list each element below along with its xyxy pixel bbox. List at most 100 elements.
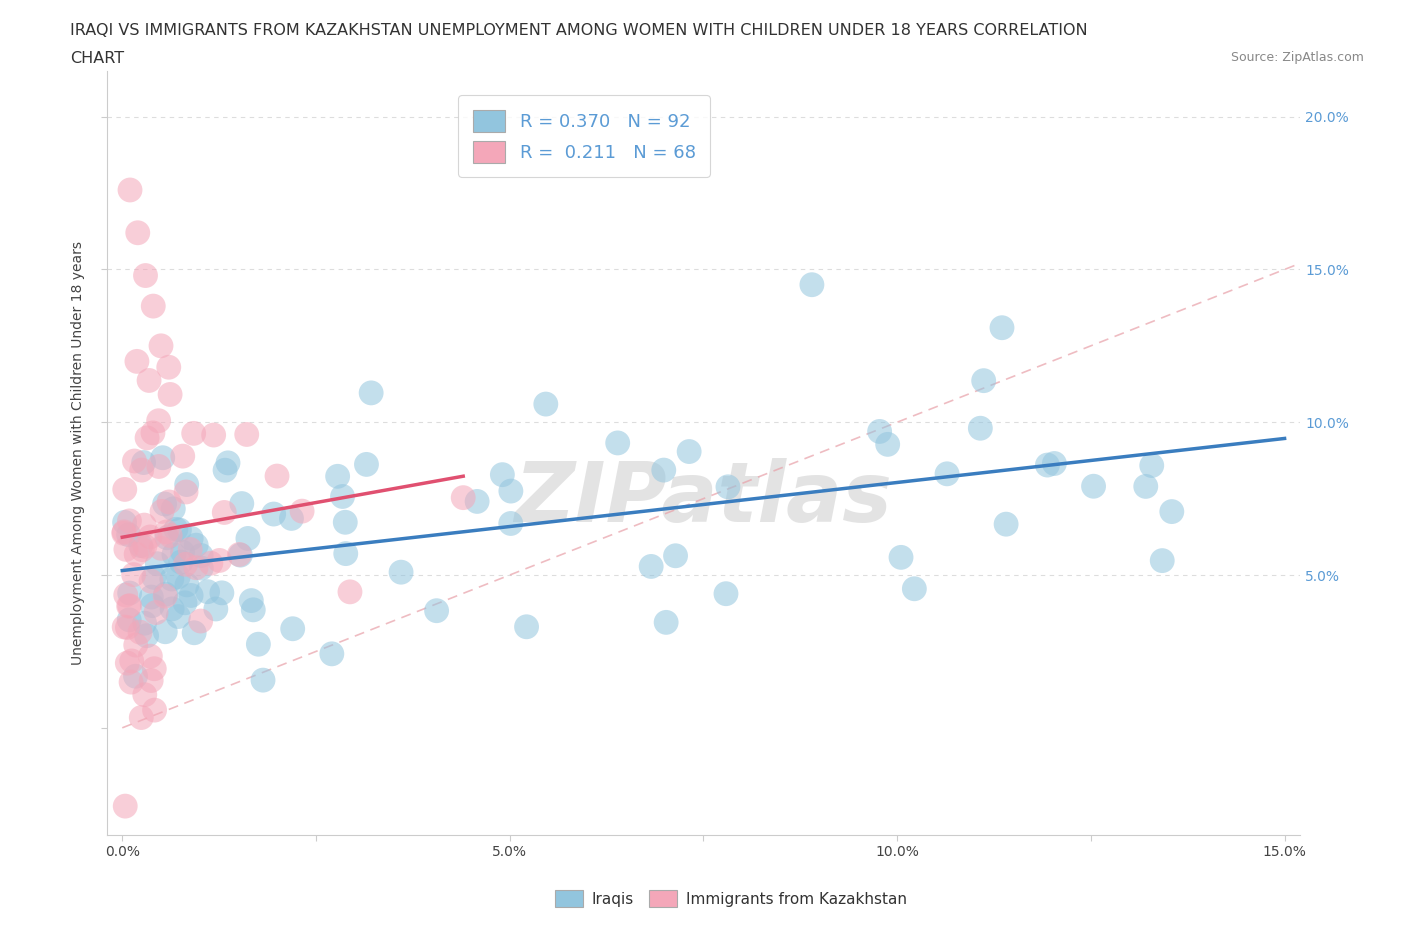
Point — [389, 565, 412, 579]
Point — [141, 598, 163, 613]
Point — [157, 495, 180, 510]
Point — [163, 547, 186, 562]
Point — [973, 373, 995, 388]
Point — [141, 673, 163, 688]
Point — [148, 413, 170, 428]
Point — [360, 385, 382, 400]
Point — [499, 516, 522, 531]
Point — [169, 523, 191, 538]
Point — [936, 466, 959, 481]
Point — [176, 477, 198, 492]
Point — [242, 603, 264, 618]
Point — [208, 553, 231, 568]
Point — [135, 629, 157, 644]
Y-axis label: Unemployment Among Women with Children Under 18 years: Unemployment Among Women with Children U… — [72, 241, 86, 665]
Point — [117, 656, 139, 671]
Point — [112, 525, 135, 539]
Point — [606, 435, 628, 450]
Legend: R = 0.370   N = 92, R =  0.211   N = 68: R = 0.370 N = 92, R = 0.211 N = 68 — [458, 95, 710, 177]
Point — [114, 588, 136, 603]
Text: ZIPatlas: ZIPatlas — [515, 458, 893, 539]
Point — [176, 578, 198, 592]
Point — [131, 542, 153, 557]
Point — [426, 604, 449, 618]
Point — [112, 525, 135, 540]
Point — [118, 598, 141, 613]
Point — [640, 559, 662, 574]
Point — [491, 467, 513, 482]
Point — [800, 277, 823, 292]
Point — [655, 615, 678, 630]
Point — [903, 581, 925, 596]
Point — [145, 605, 167, 620]
Point — [991, 320, 1014, 335]
Point — [356, 457, 378, 472]
Point — [134, 616, 156, 631]
Point — [339, 584, 361, 599]
Point — [869, 424, 891, 439]
Point — [451, 490, 474, 505]
Point — [190, 614, 212, 629]
Point — [118, 513, 141, 528]
Point — [170, 554, 193, 569]
Point — [127, 225, 149, 240]
Point — [280, 511, 302, 525]
Point — [214, 463, 236, 478]
Point — [263, 507, 285, 522]
Point — [139, 574, 162, 589]
Point — [134, 687, 156, 702]
Point — [266, 469, 288, 484]
Point — [125, 547, 148, 562]
Point — [118, 586, 141, 601]
Point — [1140, 458, 1163, 473]
Point — [326, 469, 349, 484]
Point — [1036, 458, 1059, 472]
Point — [138, 373, 160, 388]
Point — [183, 625, 205, 640]
Point — [969, 420, 991, 435]
Point — [134, 268, 156, 283]
Point — [186, 538, 208, 552]
Point — [664, 549, 686, 564]
Point — [162, 501, 184, 516]
Point — [174, 557, 197, 572]
Point — [150, 541, 173, 556]
Point — [465, 494, 488, 509]
Point — [228, 547, 250, 562]
Point — [202, 428, 225, 443]
Point — [118, 182, 141, 197]
Point — [214, 505, 236, 520]
Point — [180, 531, 202, 546]
Point — [876, 437, 898, 452]
Point — [134, 518, 156, 533]
Point — [115, 542, 138, 557]
Point — [134, 538, 156, 553]
Point — [211, 585, 233, 600]
Point — [129, 625, 152, 640]
Point — [1135, 479, 1157, 494]
Point — [995, 517, 1018, 532]
Point — [142, 425, 165, 440]
Point — [159, 528, 181, 543]
Point — [167, 569, 190, 584]
Point — [153, 589, 176, 604]
Point — [118, 612, 141, 627]
Point — [121, 654, 143, 669]
Point — [516, 619, 538, 634]
Point — [152, 450, 174, 465]
Point — [291, 504, 314, 519]
Point — [180, 588, 202, 603]
Point — [240, 593, 263, 608]
Text: CHART: CHART — [70, 51, 124, 66]
Point — [200, 556, 222, 571]
Point — [281, 621, 304, 636]
Point — [217, 456, 239, 471]
Point — [132, 455, 155, 470]
Point — [890, 550, 912, 565]
Point — [122, 567, 145, 582]
Point — [167, 609, 190, 624]
Point — [129, 711, 152, 725]
Point — [335, 515, 357, 530]
Point — [131, 462, 153, 477]
Text: IRAQI VS IMMIGRANTS FROM KAZAKHSTAN UNEMPLOYMENT AMONG WOMEN WITH CHILDREN UNDER: IRAQI VS IMMIGRANTS FROM KAZAKHSTAN UNEM… — [70, 23, 1088, 38]
